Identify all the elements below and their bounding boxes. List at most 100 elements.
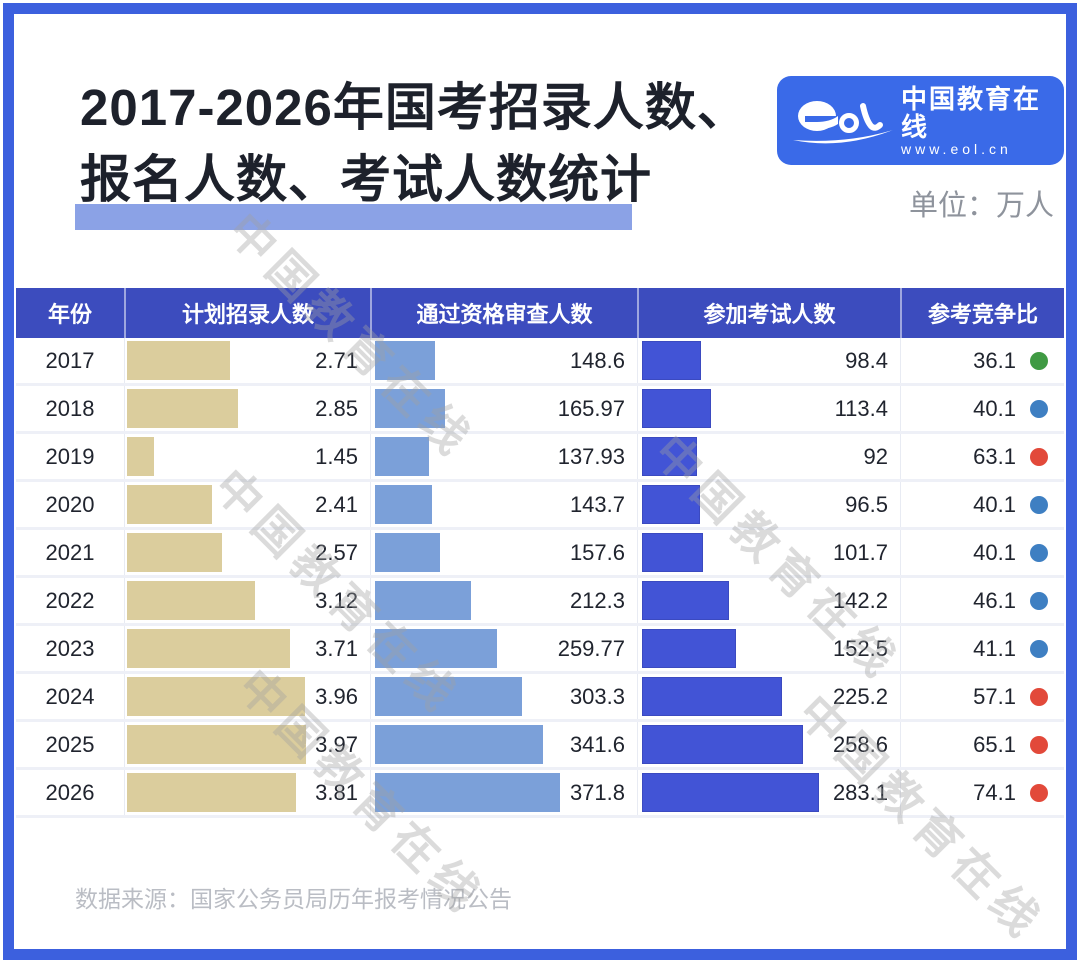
exam-value: 92 [863, 443, 888, 469]
exam-cell: 113.4 [637, 386, 900, 431]
ratio-dot-blue [1030, 591, 1048, 610]
ratio-dot-blue [1030, 543, 1048, 562]
table-row: 2022 3.12 212.3 142.2 46.1 [16, 578, 1064, 626]
table-row: 2023 3.71 259.77 152.5 41.1 [16, 626, 1064, 674]
exam-cell: 225.2 [637, 674, 900, 719]
ratio-value: 63.1 [973, 443, 1016, 469]
plan-bar [127, 389, 238, 428]
table-header-row: 年份 计划招录人数 通过资格审查人数 参加考试人数 参考竞争比 [16, 288, 1064, 338]
review-value: 259.77 [557, 635, 625, 661]
year-cell: 2024 [45, 683, 95, 709]
title-underline [75, 204, 632, 230]
plan-bar [127, 341, 230, 380]
ratio-cell: 74.1 [900, 770, 1064, 815]
review-cell: 341.6 [370, 722, 637, 767]
table-body: 2017 2.71 148.6 98.4 36.1 2018 2.85 165.97 113.4… [16, 338, 1064, 818]
table-row: 2021 2.57 157.6 101.7 40.1 [16, 530, 1064, 578]
plan-bar [127, 533, 222, 572]
plan-value: 1.45 [315, 443, 358, 469]
ratio-cell: 57.1 [900, 674, 1064, 719]
review-value: 143.7 [569, 491, 625, 517]
exam-bar [642, 581, 729, 620]
eol-logo-text: 中国教育在线 www.eol.cn [901, 85, 1050, 157]
year-cell: 2025 [45, 731, 95, 757]
year-cell: 2021 [45, 539, 95, 565]
page-title-line2: 报名人数、考试人数统计 [80, 151, 653, 208]
plan-cell: 3.71 [124, 626, 370, 671]
exam-value: 283.1 [832, 779, 888, 805]
exam-bar [642, 629, 736, 668]
exam-bar [642, 725, 803, 764]
plan-bar [127, 773, 296, 812]
review-cell: 303.3 [370, 674, 637, 719]
exam-cell: 283.1 [637, 770, 900, 815]
ratio-dot-blue [1030, 495, 1048, 514]
plan-bar [127, 725, 306, 764]
year-cell: 2022 [45, 587, 95, 613]
plan-bar [127, 629, 290, 668]
col-header-review: 通过资格审查人数 [370, 288, 637, 338]
plan-bar [127, 581, 255, 620]
exam-bar [642, 677, 782, 716]
stats-table: 年份 计划招录人数 通过资格审查人数 参加考试人数 参考竞争比 2017 2.71… [16, 288, 1064, 818]
ratio-value: 65.1 [973, 731, 1016, 757]
exam-cell: 142.2 [637, 578, 900, 623]
ratio-dot-green [1030, 351, 1048, 370]
exam-value: 98.4 [845, 347, 888, 373]
ratio-value: 40.1 [973, 395, 1016, 421]
exam-bar [642, 437, 697, 476]
plan-cell: 1.45 [124, 434, 370, 479]
plan-cell: 2.57 [124, 530, 370, 575]
ratio-dot-red [1030, 783, 1048, 802]
data-source: 数据来源：国家公务员局历年报考情况公告 [75, 886, 512, 912]
plan-bar [127, 485, 212, 524]
ratio-cell: 36.1 [900, 338, 1064, 383]
col-header-ratio: 参考竞争比 [900, 288, 1064, 338]
review-bar [375, 485, 432, 524]
page-title-line1: 2017-2026年国考招录人数、 [80, 79, 749, 136]
review-value: 165.97 [557, 395, 625, 421]
unit-label: 单位：万人 [908, 190, 1054, 222]
ratio-dot-blue [1030, 639, 1048, 658]
exam-value: 113.4 [834, 395, 888, 421]
plan-value: 3.96 [315, 683, 358, 709]
exam-bar [642, 341, 701, 380]
exam-value: 142.2 [832, 587, 888, 613]
plan-cell: 3.97 [124, 722, 370, 767]
review-value: 137.93 [557, 443, 625, 469]
review-bar [375, 629, 497, 668]
review-bar [375, 677, 522, 716]
exam-value: 101.7 [832, 539, 888, 565]
exam-bar [642, 485, 700, 524]
ratio-cell: 46.1 [900, 578, 1064, 623]
exam-value: 96.5 [845, 491, 888, 517]
plan-cell: 2.71 [124, 338, 370, 383]
ratio-value: 41.1 [973, 635, 1016, 661]
plan-bar [127, 437, 154, 476]
table-row: 2020 2.41 143.7 96.5 40.1 [16, 482, 1064, 530]
ratio-cell: 40.1 [900, 482, 1064, 527]
review-cell: 212.3 [370, 578, 637, 623]
plan-cell: 2.85 [124, 386, 370, 431]
review-bar [375, 773, 560, 812]
col-header-year: 年份 [47, 302, 92, 327]
ratio-dot-red [1030, 687, 1048, 706]
ratio-cell: 65.1 [900, 722, 1064, 767]
exam-cell: 258.6 [637, 722, 900, 767]
year-cell: 2026 [45, 779, 95, 805]
exam-value: 152.5 [832, 635, 888, 661]
exam-cell: 98.4 [637, 338, 900, 383]
review-value: 148.6 [569, 347, 625, 373]
col-header-plan: 计划招录人数 [124, 288, 370, 338]
review-value: 212.3 [569, 587, 625, 613]
page-title: 2017-2026年国考招录人数、 报名人数、考试人数统计 [80, 72, 790, 216]
review-value: 303.3 [569, 683, 625, 709]
col-header-exam: 参加考试人数 [637, 288, 900, 338]
ratio-dot-blue [1030, 399, 1048, 418]
exam-bar [642, 389, 711, 428]
exam-cell: 152.5 [637, 626, 900, 671]
plan-cell: 2.41 [124, 482, 370, 527]
eol-logo: 中国教育在线 www.eol.cn [777, 76, 1064, 165]
review-cell: 371.8 [370, 770, 637, 815]
review-bar [375, 389, 445, 428]
